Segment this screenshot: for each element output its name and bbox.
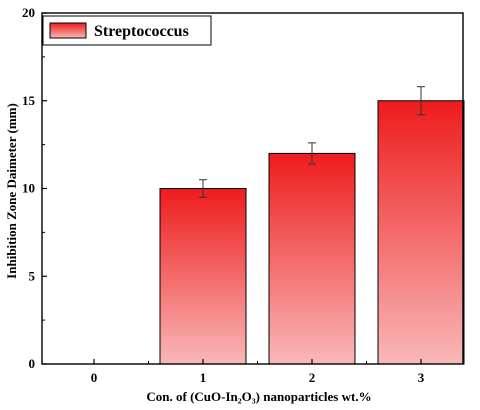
y-tick-label-5: 5 xyxy=(29,268,36,283)
legend-swatch xyxy=(49,22,87,39)
x-tick-label-0: 0 xyxy=(91,370,98,385)
x-tick-label-1: 1 xyxy=(200,370,207,385)
y-tick-label-15: 15 xyxy=(22,93,36,108)
bar-3 xyxy=(377,100,465,365)
y-axis-title: Inhibition Zone Daimeter (mm) xyxy=(4,103,19,279)
x-tick-label-2: 2 xyxy=(309,370,316,385)
y-tick-label-10: 10 xyxy=(22,181,35,196)
legend: Streptococcus xyxy=(42,15,212,46)
x-tick-label-3: 3 xyxy=(418,370,425,385)
bar-1 xyxy=(159,188,247,365)
bar-2 xyxy=(268,152,356,365)
y-tick-label-0: 0 xyxy=(29,356,36,371)
y-tick-label-20: 20 xyxy=(22,5,35,20)
plot-area: 0 5 10 15 20 0 1 2 3 xyxy=(22,5,465,385)
x-axis-title: Con. of (CuO-In₂O₃) nanoparticles wt.% xyxy=(146,389,371,404)
legend-label: Streptococcus xyxy=(94,23,189,40)
